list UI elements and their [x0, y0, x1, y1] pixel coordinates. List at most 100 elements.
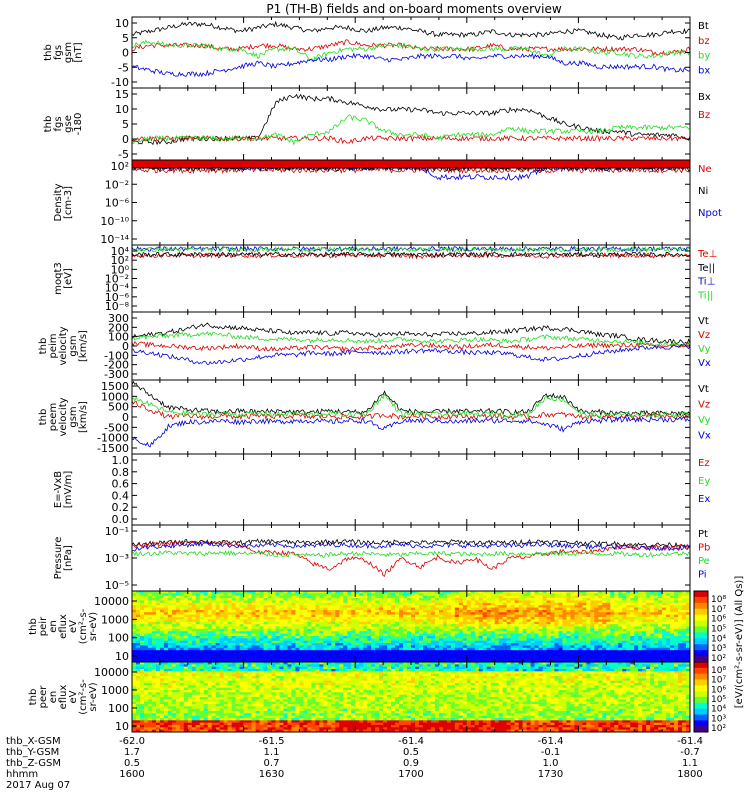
spectrogram-cell: [132, 621, 137, 625]
spectrogram-cell: [395, 598, 400, 601]
spectrogram-cell: [578, 631, 583, 634]
spectrogram-cell: [602, 635, 607, 639]
spectrogram-cell: [363, 607, 368, 611]
spectrogram-cell: [319, 635, 324, 639]
spectrogram-cell: [514, 619, 519, 623]
spectrogram-cell: [375, 591, 380, 594]
spectrogram-cell: [167, 640, 173, 644]
spectrogram-cell: [570, 643, 575, 646]
spectrogram-cell: [132, 659, 137, 663]
spectrogram-cell: [546, 617, 551, 620]
y-tick-label: 0: [122, 340, 129, 353]
spectrogram-cell: [335, 647, 340, 651]
spectrogram-cell: [371, 621, 376, 625]
spectrogram-cell: [247, 635, 252, 639]
spectrogram-cell: [566, 643, 571, 646]
spectrogram-cell: [674, 621, 679, 625]
spectrogram-cell: [646, 662, 651, 665]
spectrogram-cell: [654, 633, 659, 637]
spectrogram-cell: [331, 657, 336, 660]
spectrogram-cell: [570, 614, 575, 618]
spectrogram-cell: [606, 654, 611, 658]
legend-label: Vx: [698, 431, 711, 442]
spectrogram-cell: [335, 652, 340, 656]
spectrogram-cell: [143, 638, 149, 641]
spectrogram-cell: [598, 598, 603, 601]
spectrogram-cell: [570, 600, 575, 604]
spectrogram-cell: [259, 591, 264, 594]
spectrogram-cell: [634, 607, 639, 611]
spectrogram-cell: [506, 595, 511, 599]
spectrogram-cell: [407, 609, 412, 613]
spectrogram-cell: [399, 647, 404, 651]
spectrogram-cell: [446, 657, 452, 660]
spectrogram-cell: [235, 628, 240, 632]
spectrogram-cell: [470, 657, 476, 660]
spectrogram-cell: [383, 626, 388, 630]
spectrogram-cell: [502, 650, 507, 653]
spectrogram-cell: [486, 591, 492, 594]
spectrogram-cell: [426, 612, 432, 615]
spectrogram-cell: [646, 591, 651, 594]
spectrogram-cell: [319, 640, 324, 644]
spectrogram-cell: [546, 612, 551, 615]
spectrogram-cell: [666, 638, 671, 641]
spectrogram-cell: [546, 659, 551, 663]
spectrogram-cell: [239, 595, 244, 599]
spectrogram-cell: [670, 605, 675, 608]
spectrogram-cell: [347, 607, 352, 611]
spectrogram-cell: [355, 614, 360, 618]
spectrogram-cell: [143, 600, 149, 604]
spectrogram-cell: [626, 657, 631, 660]
spectrogram-cell: [634, 659, 639, 663]
spectrogram-cell: [678, 600, 683, 604]
spectrogram-cell: [179, 652, 185, 656]
spectrogram-cell: [666, 640, 671, 644]
spectrogram-cell: [175, 631, 181, 634]
spectrogram-cell: [426, 650, 432, 653]
spectrogram-cell: [670, 645, 675, 649]
spectrogram-cell: [606, 638, 611, 641]
spectrogram-cell: [211, 647, 216, 651]
y-axis-label: peir: [38, 616, 49, 636]
spectrogram-cell: [283, 607, 288, 611]
spectrogram-cell: [602, 612, 607, 615]
spectrogram-cell: [634, 638, 639, 641]
spectrogram-cell: [662, 607, 667, 611]
spectrogram-cell: [231, 640, 236, 644]
spectrogram-cell: [574, 650, 579, 653]
spectrogram-cell: [343, 631, 348, 634]
spectrogram-cell: [395, 624, 400, 627]
spectrogram-cell: [311, 650, 316, 653]
spectrogram-cell: [367, 659, 372, 663]
spectrogram-cell: [211, 614, 216, 618]
y-tick-label: 10⁻¹: [105, 525, 129, 538]
spectrogram-cell: [606, 633, 611, 637]
spectrogram-cell: [335, 657, 340, 660]
spectrogram-cell: [315, 614, 320, 618]
spectrogram-cell: [582, 657, 587, 660]
spectrogram-cell: [167, 598, 173, 601]
spectrogram-cell: [351, 598, 356, 601]
spectrogram-cell: [430, 605, 436, 608]
spectrogram-cell: [307, 600, 312, 604]
spectrogram-cell: [199, 662, 205, 665]
spectrogram-cell: [132, 647, 137, 651]
spectrogram-cell: [534, 591, 539, 594]
spectrogram-cell: [602, 619, 607, 623]
spectrogram-cell: [359, 619, 364, 623]
spectrogram-cell: [518, 635, 523, 639]
spectrogram-cell: [470, 659, 476, 663]
spectrogram-cell: [271, 633, 276, 637]
spectrogram-cell: [147, 605, 153, 608]
spectrogram-cell: [151, 598, 157, 601]
spectrogram-cell: [219, 591, 224, 594]
spectrogram-cell: [183, 647, 189, 651]
spectrogram-cell: [351, 657, 356, 660]
spectrogram-cell: [175, 635, 181, 639]
spectrogram-cell: [343, 609, 348, 613]
spectrogram-cell: [283, 635, 288, 639]
spectrogram-cell: [578, 607, 583, 611]
spectrogram-cell: [195, 626, 201, 630]
spectrogram-cell: [387, 598, 392, 601]
